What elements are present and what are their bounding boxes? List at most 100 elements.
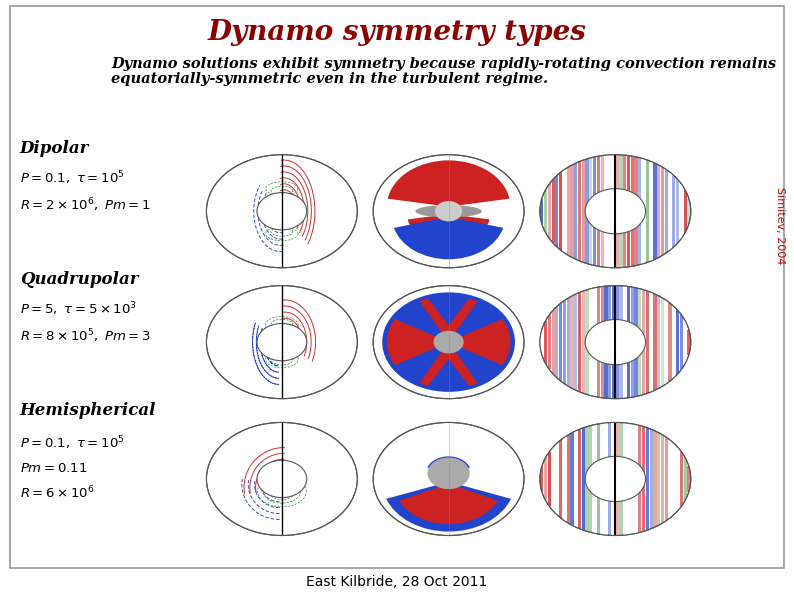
Circle shape bbox=[585, 456, 646, 502]
Circle shape bbox=[434, 331, 464, 353]
Bar bbox=[653, 294, 657, 390]
Bar bbox=[661, 435, 664, 523]
Text: $R = 6 \times 10^6$: $R = 6 \times 10^6$ bbox=[20, 485, 94, 502]
Bar bbox=[582, 428, 585, 530]
Text: Dynamo symmetry types: Dynamo symmetry types bbox=[207, 19, 587, 46]
Bar bbox=[570, 433, 573, 525]
Bar bbox=[638, 158, 642, 265]
Bar bbox=[604, 155, 607, 267]
Bar bbox=[673, 176, 676, 247]
Circle shape bbox=[540, 422, 691, 536]
Bar bbox=[623, 286, 626, 398]
Bar bbox=[563, 437, 566, 521]
Bar bbox=[612, 422, 615, 536]
Bar bbox=[630, 287, 634, 397]
Bar bbox=[600, 155, 603, 267]
Wedge shape bbox=[419, 296, 478, 342]
Bar bbox=[673, 306, 676, 378]
Bar bbox=[623, 155, 626, 267]
Bar bbox=[600, 423, 603, 535]
Bar bbox=[615, 155, 619, 268]
Bar bbox=[585, 159, 588, 264]
Bar bbox=[684, 321, 687, 364]
Bar bbox=[623, 423, 626, 535]
Wedge shape bbox=[428, 359, 469, 390]
Bar bbox=[567, 167, 570, 255]
Text: $P = 5,\ \tau = 5 \times 10^3$: $P = 5,\ \tau = 5 \times 10^3$ bbox=[20, 300, 137, 318]
Bar bbox=[555, 176, 558, 247]
Bar bbox=[642, 427, 646, 531]
Bar bbox=[608, 422, 611, 536]
Bar bbox=[619, 155, 622, 268]
Bar bbox=[627, 423, 630, 535]
Bar bbox=[688, 199, 691, 224]
Bar bbox=[540, 466, 543, 491]
Bar bbox=[627, 155, 630, 267]
Bar bbox=[630, 156, 634, 267]
Bar bbox=[676, 179, 679, 243]
Wedge shape bbox=[419, 342, 478, 389]
Text: $Pm = 0.11$: $Pm = 0.11$ bbox=[20, 462, 87, 475]
Text: Dynamo solutions exhibit symmetry because rapidly-rotating convection remains: Dynamo solutions exhibit symmetry becaus… bbox=[111, 57, 777, 71]
Bar bbox=[574, 294, 577, 390]
Ellipse shape bbox=[415, 205, 482, 217]
Bar bbox=[578, 161, 581, 261]
Circle shape bbox=[540, 155, 691, 268]
Bar bbox=[653, 163, 657, 259]
Bar bbox=[638, 289, 642, 396]
Bar bbox=[669, 440, 672, 518]
Bar bbox=[619, 286, 622, 399]
Bar bbox=[680, 452, 683, 506]
Bar bbox=[585, 290, 588, 394]
Bar bbox=[630, 424, 634, 534]
Wedge shape bbox=[387, 319, 449, 365]
Circle shape bbox=[206, 155, 357, 268]
Bar bbox=[615, 286, 619, 399]
Bar bbox=[684, 458, 687, 500]
Bar bbox=[634, 288, 638, 396]
Text: Dipolar: Dipolar bbox=[20, 140, 89, 157]
Bar bbox=[638, 425, 642, 533]
Bar bbox=[669, 303, 672, 381]
Bar bbox=[615, 422, 619, 536]
Bar bbox=[612, 286, 615, 399]
Bar bbox=[548, 452, 551, 506]
Bar bbox=[688, 466, 691, 491]
Bar bbox=[544, 321, 547, 364]
Text: Simitev, 2004: Simitev, 2004 bbox=[775, 187, 784, 265]
Bar bbox=[646, 160, 649, 262]
Bar bbox=[604, 286, 607, 398]
Text: Hemispherical: Hemispherical bbox=[20, 402, 156, 419]
Bar bbox=[676, 447, 679, 511]
Bar bbox=[612, 155, 615, 268]
Bar bbox=[597, 424, 600, 534]
Bar bbox=[649, 292, 653, 392]
Wedge shape bbox=[427, 456, 470, 474]
Bar bbox=[642, 159, 646, 264]
Text: $P = 0.1,\ \tau = 10^5$: $P = 0.1,\ \tau = 10^5$ bbox=[20, 434, 125, 452]
Bar bbox=[552, 447, 555, 511]
Circle shape bbox=[373, 286, 524, 399]
Bar bbox=[593, 425, 596, 533]
Wedge shape bbox=[386, 482, 511, 531]
Bar bbox=[657, 296, 661, 389]
Bar bbox=[634, 157, 638, 265]
Bar bbox=[552, 179, 555, 243]
Bar bbox=[649, 161, 653, 261]
Bar bbox=[555, 306, 558, 378]
Circle shape bbox=[427, 458, 470, 489]
Text: East Kilbride, 28 Oct 2011: East Kilbride, 28 Oct 2011 bbox=[306, 575, 488, 589]
Circle shape bbox=[373, 422, 524, 536]
Bar bbox=[669, 173, 672, 250]
Circle shape bbox=[373, 155, 524, 268]
Circle shape bbox=[206, 422, 357, 536]
Bar bbox=[673, 443, 676, 515]
Bar bbox=[540, 199, 543, 224]
Bar bbox=[627, 286, 630, 398]
Text: $R = 8 \times 10^5,\ Pm = 3$: $R = 8 \times 10^5,\ Pm = 3$ bbox=[20, 327, 151, 345]
Bar bbox=[593, 288, 596, 396]
Text: Quadrupolar: Quadrupolar bbox=[20, 271, 138, 288]
Bar bbox=[661, 167, 664, 255]
Circle shape bbox=[206, 286, 357, 399]
Bar bbox=[597, 156, 600, 267]
